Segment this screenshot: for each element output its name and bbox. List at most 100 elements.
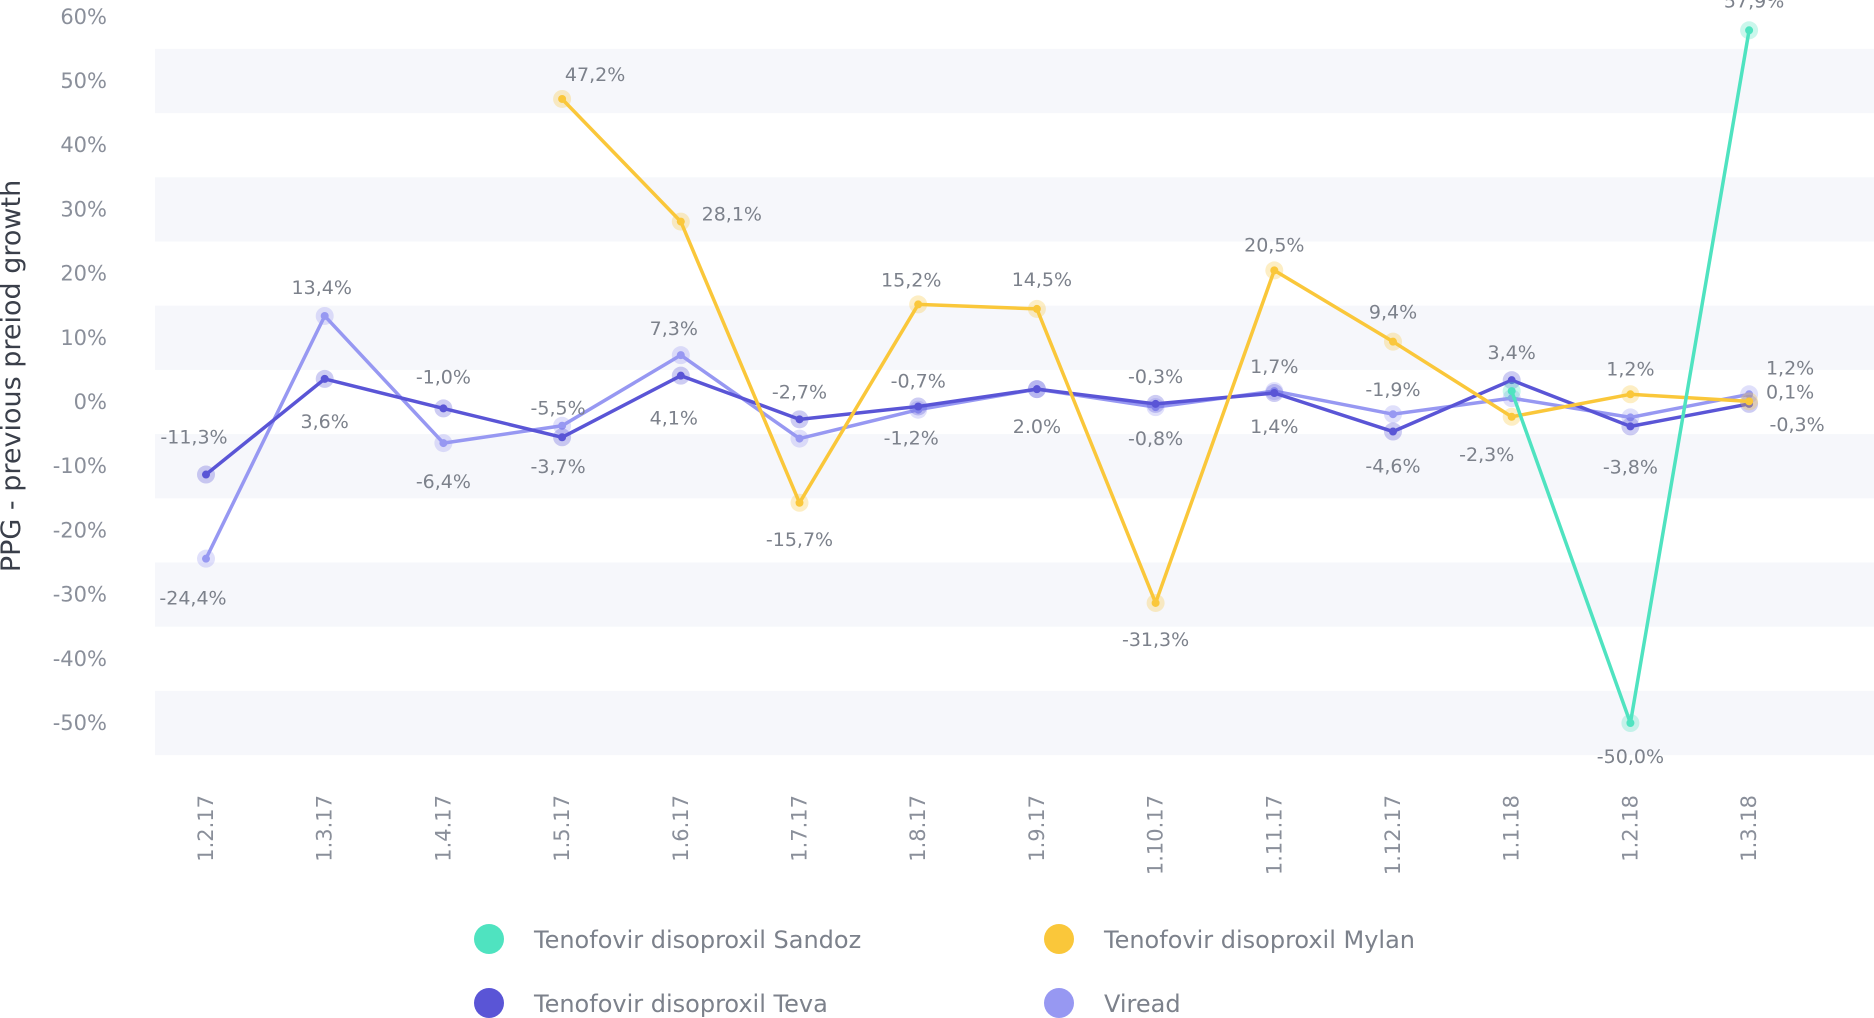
data-label: -0,3% (1770, 414, 1825, 436)
x-tick-label: 1.4.17 (431, 795, 455, 862)
data-point (795, 498, 804, 507)
data-label: -4,6% (1365, 456, 1420, 478)
data-label: 3,6% (301, 411, 349, 433)
data-label: -2,3% (1459, 444, 1514, 466)
data-point (1032, 385, 1041, 394)
data-label: -2,7% (772, 381, 827, 403)
data-label: 2.0% (1013, 416, 1061, 438)
data-point (1032, 304, 1041, 313)
legend-marker (1044, 988, 1074, 1018)
x-tick-label: 1.11.17 (1262, 795, 1286, 875)
data-label: -1,0% (416, 366, 471, 388)
legend-item: Tenofovir disoproxil Mylan (1044, 924, 1415, 954)
data-label: 20,5% (1244, 234, 1304, 256)
series-lines (197, 21, 1759, 732)
data-point (439, 439, 448, 448)
data-point (320, 374, 329, 383)
data-label: 47,2% (565, 64, 625, 86)
data-point (1389, 427, 1397, 436)
x-tick-label: 1.5.17 (550, 795, 574, 862)
x-tick-label: 1.7.17 (788, 795, 812, 862)
grid-band (155, 562, 1874, 627)
data-point (558, 94, 567, 103)
data-label: 1,7% (1250, 356, 1298, 378)
data-point (1151, 399, 1160, 408)
data-label: -15,7% (766, 529, 833, 551)
data-point (1389, 337, 1397, 346)
data-point (320, 311, 329, 320)
data-point (1626, 413, 1635, 422)
y-tick-label: 30% (60, 197, 107, 221)
y-tick-label: 20% (60, 262, 107, 286)
data-label: -24,4% (159, 588, 226, 610)
data-point (795, 415, 804, 424)
x-tick-label: 1.6.17 (669, 795, 693, 862)
x-tick-label: 1.1.18 (1500, 795, 1524, 862)
data-point (202, 554, 210, 563)
data-label: 9,4% (1369, 302, 1417, 324)
y-axis-ticks: 60% 50% 40% 30% 20% 10% 0% -10% -20% -30% -40% -50% (53, 5, 107, 735)
data-point (676, 217, 685, 226)
y-tick-label: 50% (60, 69, 107, 93)
y-tick-label: -10% (53, 454, 107, 478)
legend-item: Tenofovir disoproxil Sandoz (474, 924, 861, 954)
data-label: 0,1% (1766, 381, 1814, 403)
grid-band (155, 690, 1874, 756)
data-label: 7,3% (650, 318, 698, 340)
series-1 (553, 89, 1759, 612)
series-2 (197, 366, 1759, 484)
data-label: -3,8% (1603, 456, 1658, 478)
x-tick-label: 1.3.18 (1737, 795, 1761, 862)
y-tick-label: 40% (60, 133, 107, 157)
grid-band (155, 305, 1874, 370)
legend-label: Tenofovir disoproxil Mylan (1103, 926, 1415, 954)
data-label: -11,3% (160, 427, 227, 449)
data-label: -6,4% (416, 471, 471, 493)
data-point (1270, 266, 1279, 275)
series-0 (1502, 21, 1759, 732)
legend-label: Tenofovir disoproxil Teva (533, 990, 828, 1018)
y-tick-label: 60% (60, 5, 107, 29)
y-tick-label: 10% (60, 326, 107, 350)
x-tick-label: 1.3.17 (313, 795, 337, 862)
data-label: 15,2% (881, 269, 941, 291)
x-tick-label: 1.10.17 (1144, 795, 1168, 875)
data-point (1745, 26, 1754, 35)
data-point (1745, 397, 1754, 406)
x-tick-label: 1.12.17 (1381, 795, 1405, 875)
y-tick-label: -40% (53, 647, 107, 671)
data-point (1507, 387, 1516, 396)
grid-band (155, 48, 1874, 114)
data-point (676, 371, 685, 380)
data-label: 14,5% (1012, 269, 1072, 291)
y-axis-label: PPG - previous preiod growth (0, 180, 27, 572)
x-tick-label: 1.2.18 (1618, 795, 1642, 862)
data-label: -0,7% (891, 370, 946, 392)
legend-item: Tenofovir disoproxil Teva (474, 988, 828, 1018)
x-tick-label: 1.8.17 (906, 795, 930, 862)
data-point (1389, 410, 1397, 419)
data-label: 4,1% (650, 408, 698, 430)
grid-band (155, 177, 1874, 242)
y-tick-label: -20% (53, 518, 107, 542)
data-label: 28,1% (702, 204, 762, 226)
data-point (1270, 389, 1279, 398)
data-point (558, 421, 567, 430)
series-line (204, 373, 1751, 477)
data-label: -0,3% (1128, 366, 1183, 388)
data-label: -5,5% (531, 397, 586, 419)
legend: Tenofovir disoproxil Sandoz Tenofovir dis… (474, 924, 1415, 1018)
data-label: -3,7% (531, 456, 586, 478)
data-point (676, 351, 685, 360)
data-label: 1,2% (1766, 357, 1814, 379)
legend-label: Viread (1104, 990, 1181, 1018)
data-label: 1,2% (1606, 358, 1654, 380)
data-point (439, 404, 448, 413)
y-tick-label: 0% (74, 390, 107, 414)
data-label: -31,3% (1122, 629, 1189, 651)
data-point (1626, 422, 1635, 431)
data-point (1507, 412, 1516, 421)
legend-item: Viread (1044, 988, 1181, 1018)
data-label: -0,8% (1128, 428, 1183, 450)
